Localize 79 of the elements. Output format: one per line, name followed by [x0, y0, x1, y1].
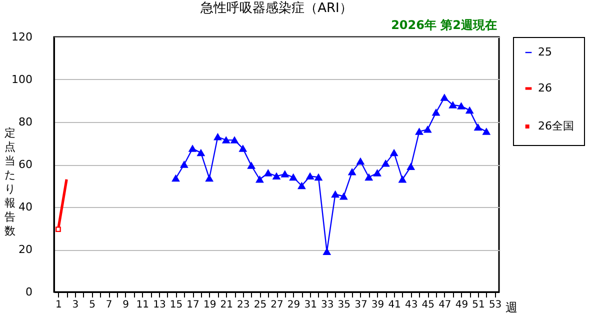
x-tick-label: 7: [106, 300, 112, 310]
y-tick-label: 100: [12, 73, 32, 86]
point: [365, 174, 373, 181]
point: [323, 248, 331, 255]
point: [373, 170, 382, 176]
x-axis-title: 週: [506, 300, 518, 314]
x-tick-label: 29: [287, 300, 300, 310]
y-tick-label: 80: [18, 116, 32, 128]
point: [197, 149, 205, 156]
x-tick-label: 47: [438, 300, 452, 310]
point: [298, 182, 306, 190]
x-tick-label: 43: [404, 300, 418, 310]
point: [314, 174, 322, 181]
chart-title: 急性呼吸器感染症（ARI）: [200, 1, 352, 16]
x-tick-label: 39: [371, 300, 384, 310]
point: [398, 176, 406, 183]
x-tick-label: 45: [422, 300, 434, 310]
y-tick-label: 60: [18, 158, 32, 171]
point: [356, 158, 364, 165]
x-tick-label: 9: [122, 300, 130, 310]
point: [281, 170, 289, 178]
x-tick-label: 19: [203, 300, 216, 310]
legend-label: 25: [538, 46, 552, 58]
point: [348, 168, 356, 176]
y-tick-label: 0: [26, 286, 32, 298]
y-tick-label: 40: [18, 200, 32, 214]
point: [188, 145, 196, 152]
x-tick-label: 37: [354, 300, 368, 310]
x-tick-label: 27: [270, 300, 284, 310]
x-tick-label: 3: [72, 300, 79, 310]
x-tick-label: 53: [488, 300, 502, 310]
point: [466, 106, 474, 114]
point: [440, 94, 448, 101]
x-tick-label: 11: [136, 300, 150, 310]
chart-subtitle: 2026年 第2週現在: [391, 18, 497, 32]
point: [432, 109, 440, 116]
point: [382, 160, 390, 167]
point: [290, 174, 298, 181]
x-tick-label: 31: [304, 300, 317, 310]
y-tick-label: 120: [12, 30, 32, 44]
point: [239, 145, 247, 152]
point: [222, 136, 230, 144]
point: [390, 149, 398, 156]
x-tick-label: 5: [89, 300, 96, 310]
point: [407, 163, 415, 170]
x-tick-label: 41: [388, 300, 401, 310]
y-tick-label: 20: [18, 243, 32, 256]
legend-label: 26全国: [538, 120, 574, 132]
point: [424, 126, 432, 133]
x-tick-label: 13: [153, 300, 166, 310]
point: [474, 124, 482, 131]
point: [248, 162, 256, 169]
point: [449, 102, 457, 108]
point: [415, 128, 423, 135]
point: [206, 174, 214, 182]
point: [340, 193, 348, 200]
x-tick-label: 33: [321, 300, 334, 310]
x-tick-label: 15: [170, 300, 183, 310]
point: [264, 170, 272, 176]
point: [256, 176, 264, 183]
x-tick-label: 17: [186, 300, 200, 310]
point: [180, 161, 188, 168]
legend-label: 26: [538, 82, 552, 94]
x-tick-label: 21: [220, 300, 233, 310]
point: [272, 172, 280, 180]
point: [332, 190, 340, 198]
x-tick-label: 1: [56, 300, 62, 310]
x-tick-label: 49: [455, 300, 468, 310]
point: [172, 174, 180, 182]
x-tick-label: 23: [237, 300, 250, 310]
x-tick-label: 25: [254, 300, 267, 310]
point: [482, 128, 490, 135]
point: [214, 134, 222, 140]
point: [306, 172, 314, 180]
x-tick-label: 51: [472, 300, 485, 310]
point: [457, 102, 465, 110]
point: [230, 136, 238, 144]
x-tick-label: 35: [338, 300, 351, 310]
y-axis-title: 定点当たり報告数: [4, 126, 16, 238]
